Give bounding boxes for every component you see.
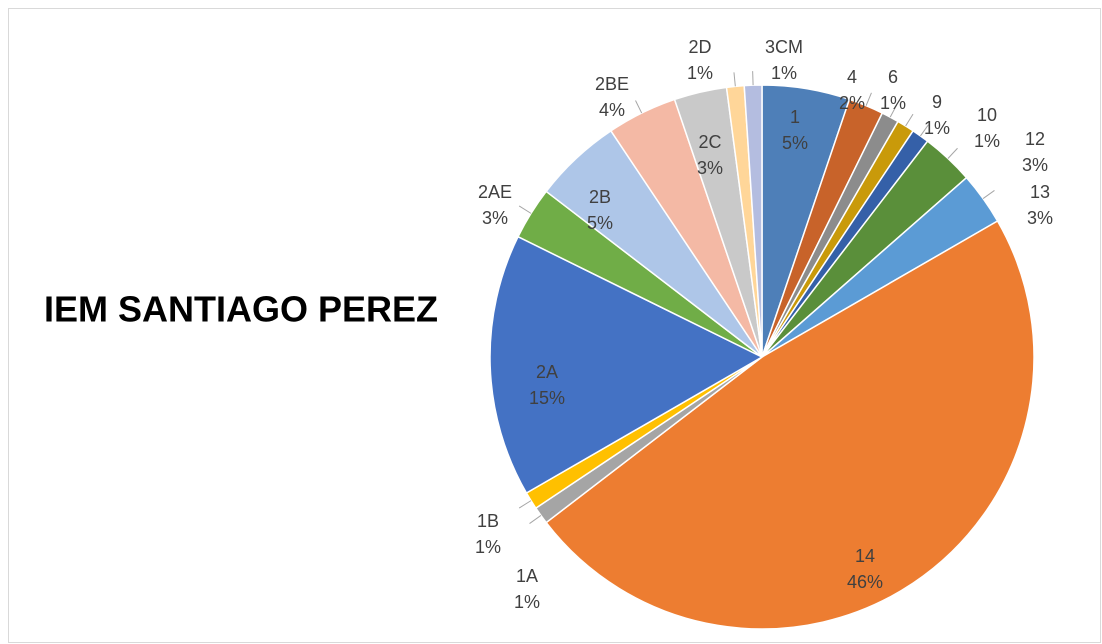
- slice-value-label: 5%: [782, 133, 808, 153]
- slice-value-label: 1%: [880, 93, 906, 113]
- leader-line: [982, 190, 995, 199]
- slice-value-label: 46%: [847, 572, 883, 592]
- slice-category-label: 12: [1025, 129, 1045, 149]
- slice-category-label: 6: [888, 67, 898, 87]
- slice-category-label: 13: [1030, 182, 1050, 202]
- slice-value-label: 1%: [514, 592, 540, 612]
- slice-value-label: 3%: [1022, 155, 1048, 175]
- slice-category-label: 10: [977, 105, 997, 125]
- slice-value-label: 3%: [482, 208, 508, 228]
- slice-value-label: 3%: [697, 158, 723, 178]
- slice-category-label: 2AE: [478, 182, 512, 202]
- slice-value-label: 3%: [1027, 208, 1053, 228]
- slice-value-label: 1%: [687, 63, 713, 83]
- slice-category-label: 1: [790, 107, 800, 127]
- slice-category-label: 2D: [688, 37, 711, 57]
- slice-category-label: 9: [932, 92, 942, 112]
- leader-line: [889, 104, 898, 118]
- slice-category-label: 4: [847, 67, 857, 87]
- slice-category-label: 2B: [589, 187, 611, 207]
- leader-line: [635, 100, 643, 114]
- leader-line: [733, 72, 736, 87]
- slice-value-label: 1%: [924, 118, 950, 138]
- chart-title: IEM SANTIAGO PEREZ: [44, 289, 438, 330]
- slice-value-label: 1%: [475, 537, 501, 557]
- pie-slice: [743, 84, 763, 358]
- slice-category-label: 14: [855, 546, 875, 566]
- pie-slice: [489, 235, 764, 495]
- slice-category-label: 2A: [536, 362, 558, 382]
- pie-slice: [545, 219, 1035, 630]
- leader-line: [518, 500, 532, 509]
- slice-category-label: 1B: [477, 511, 499, 531]
- leader-line: [920, 124, 929, 137]
- leader-line: [529, 515, 542, 524]
- slice-value-label: 5%: [587, 213, 613, 233]
- slice-value-label: 1%: [974, 131, 1000, 151]
- slice-value-label: 15%: [529, 388, 565, 408]
- leader-line: [865, 92, 872, 106]
- slice-value-label: 2%: [839, 93, 865, 113]
- leader-line: [947, 147, 958, 159]
- slice-category-label: 3CM: [765, 37, 803, 57]
- slice-value-label: 1%: [771, 63, 797, 83]
- slice-value-label: 4%: [599, 100, 625, 120]
- slice-category-label: 1A: [516, 566, 538, 586]
- slice-category-label: 2C: [698, 132, 721, 152]
- leader-line: [905, 113, 914, 127]
- slice-category-label: 2BE: [595, 74, 629, 94]
- leader-line: [518, 205, 532, 214]
